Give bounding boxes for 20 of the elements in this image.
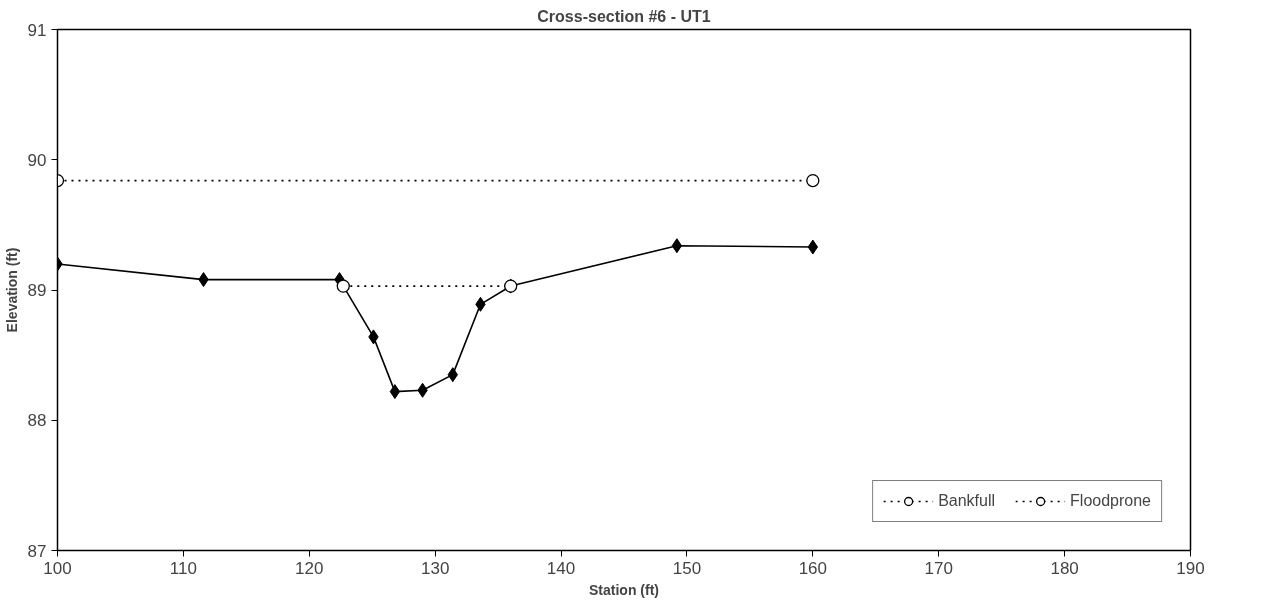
x-tick-label: 180 bbox=[1050, 558, 1079, 578]
legend-label: Floodprone bbox=[1070, 492, 1151, 510]
chart-title: Cross-section #6 - UT1 bbox=[537, 7, 711, 25]
x-tick-label: 130 bbox=[420, 558, 450, 578]
x-tick-label: 120 bbox=[295, 558, 324, 578]
x-axis-title: Station (ft) bbox=[589, 581, 659, 598]
x-tick-label: 140 bbox=[546, 558, 576, 578]
y-tick-label: 87 bbox=[27, 541, 47, 561]
y-tick-label: 89 bbox=[27, 281, 47, 300]
y-axis-title: Elevation (ft) bbox=[3, 247, 20, 333]
y-tick-label: 90 bbox=[27, 150, 47, 170]
legend-label: Bankfull bbox=[938, 492, 996, 510]
x-tick-label: 160 bbox=[798, 558, 828, 578]
x-tick-label: 100 bbox=[43, 558, 72, 578]
y-tick-label: 88 bbox=[27, 411, 47, 431]
x-tick-label: 150 bbox=[672, 558, 702, 578]
x-tick-label: 170 bbox=[924, 558, 953, 578]
x-tick-label: 190 bbox=[1176, 558, 1205, 578]
x-tick-label: 110 bbox=[169, 558, 197, 578]
y-tick-label: 91 bbox=[27, 20, 47, 40]
